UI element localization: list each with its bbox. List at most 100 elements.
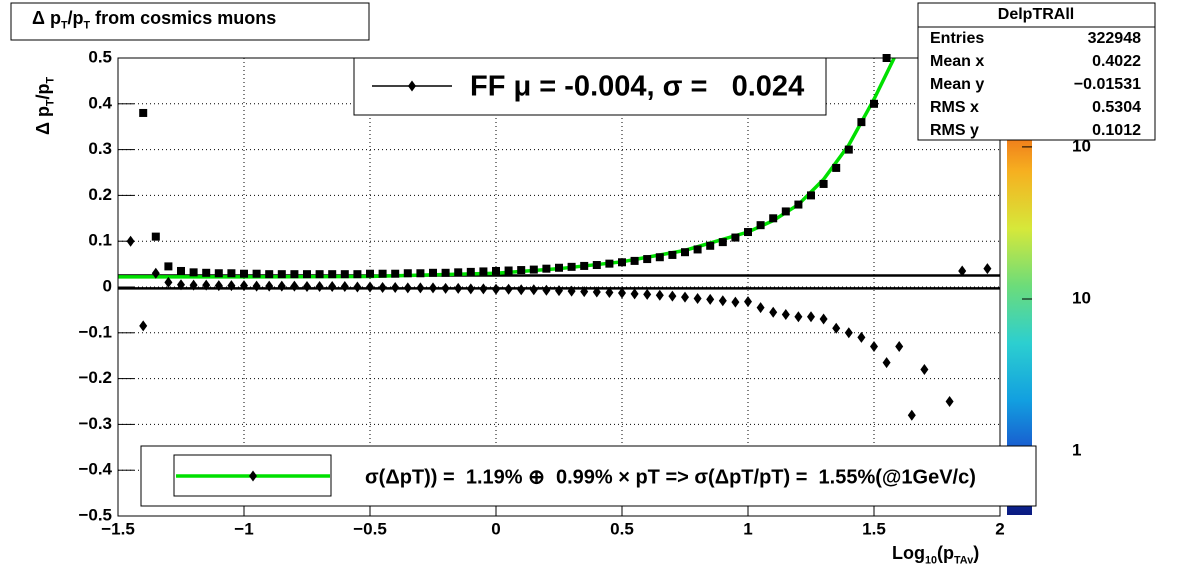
diamond-marker bbox=[618, 287, 626, 299]
square-marker bbox=[202, 268, 211, 277]
diamond-marker bbox=[744, 296, 752, 308]
square-marker bbox=[744, 228, 752, 237]
diamond-marker bbox=[529, 284, 538, 296]
legend-label: σ(ΔpT)) = 1.19% ⊕ 0.99% × pT => σ(ΔpT/pT… bbox=[365, 466, 976, 488]
diamond-marker bbox=[416, 282, 425, 294]
y-tick-label: −0.1 bbox=[78, 322, 112, 341]
square-marker bbox=[555, 263, 563, 272]
diamond-marker bbox=[895, 341, 904, 353]
chart-title: Δ pT/pT from cosmics muons bbox=[32, 8, 276, 31]
x-axis-label-part: 10 bbox=[925, 554, 937, 566]
diamond-marker bbox=[391, 281, 400, 293]
square-marker bbox=[517, 266, 526, 275]
square-marker bbox=[807, 191, 815, 200]
chart-title-part: Δ p bbox=[32, 8, 61, 28]
diamond-marker bbox=[756, 302, 765, 314]
x-axis-label-part: Log bbox=[892, 543, 925, 563]
y-axis-label-part: Δ p bbox=[33, 106, 53, 135]
diamond-marker bbox=[882, 357, 891, 369]
diamond-marker bbox=[303, 281, 311, 293]
diamond-marker bbox=[655, 289, 664, 301]
diamond-marker bbox=[958, 265, 967, 277]
diamond-marker bbox=[189, 279, 198, 291]
diamond-marker bbox=[630, 288, 639, 300]
diamond-marker bbox=[139, 320, 148, 332]
diamond-marker bbox=[945, 396, 954, 407]
square-marker bbox=[630, 256, 639, 265]
y-axis-label-part: /p bbox=[33, 83, 53, 99]
plot: −1.5 −1 −0.5 0 0.5 1 1.5 2 −0.5 −0.4 −0.3 −0.2 −0.1 0… bbox=[10, 2, 1156, 566]
diamond-marker bbox=[240, 280, 248, 292]
x-tick-label: 1 bbox=[743, 519, 752, 538]
stats-box bbox=[917, 2, 1156, 141]
square-marker bbox=[492, 266, 500, 275]
diamond-marker bbox=[408, 80, 416, 92]
diamond-marker bbox=[769, 306, 778, 318]
square-marker bbox=[731, 233, 740, 242]
diamond-marker bbox=[315, 281, 324, 293]
square-marker bbox=[479, 267, 488, 276]
diamond-marker bbox=[517, 284, 526, 296]
square-marker bbox=[668, 250, 677, 259]
chart-title-part: /p bbox=[68, 8, 84, 28]
legend-label: FF μ = -0.004, σ = 0.024 bbox=[470, 71, 804, 103]
y-tick-label: −0.2 bbox=[78, 368, 112, 387]
square-marker bbox=[592, 261, 601, 270]
square-marker bbox=[781, 207, 790, 216]
square-marker bbox=[466, 267, 475, 276]
chart-title-part: from cosmics muons bbox=[90, 8, 276, 28]
square-marker bbox=[567, 262, 576, 271]
diamond-marker bbox=[504, 283, 513, 295]
square-marker bbox=[529, 265, 538, 274]
diamond-marker bbox=[265, 280, 274, 292]
square-marker bbox=[265, 270, 274, 279]
square-marker bbox=[819, 179, 828, 188]
stats-name: Mean x bbox=[930, 53, 984, 70]
square-marker bbox=[366, 269, 374, 278]
diamond-marker bbox=[567, 285, 576, 297]
diamond-marker bbox=[164, 276, 173, 288]
diamond-marker bbox=[202, 279, 211, 291]
y-tick-label: −0.5 bbox=[78, 505, 112, 524]
z-tick-label: 10 bbox=[1072, 136, 1091, 155]
square-marker bbox=[605, 259, 614, 268]
stats-name: Mean y bbox=[930, 76, 984, 93]
square-marker bbox=[353, 270, 362, 279]
diamond-marker bbox=[441, 282, 450, 294]
diamond-marker bbox=[353, 281, 362, 293]
diamond-marker bbox=[492, 283, 500, 295]
diamond-marker bbox=[466, 283, 475, 295]
square-marker bbox=[391, 269, 400, 278]
z-tick-label: 10 bbox=[1072, 288, 1091, 307]
x-tick-label: 0.5 bbox=[610, 519, 634, 538]
square-marker bbox=[580, 261, 589, 270]
square-marker bbox=[794, 200, 803, 209]
square-marker bbox=[303, 270, 311, 279]
fit-curve bbox=[118, 58, 896, 279]
square-marker bbox=[252, 269, 261, 278]
diamond-marker bbox=[907, 409, 916, 421]
diamond-marker bbox=[340, 281, 349, 293]
diamond-marker bbox=[214, 280, 223, 292]
stats-value: 0.5304 bbox=[1092, 99, 1141, 116]
diamond-marker bbox=[366, 281, 374, 293]
diamond-marker bbox=[794, 311, 803, 323]
square-marker bbox=[177, 266, 185, 275]
y-tick-label: 0.2 bbox=[88, 185, 112, 204]
square-marker bbox=[214, 269, 223, 278]
square-marker bbox=[277, 270, 286, 279]
square-marker bbox=[139, 108, 148, 117]
diamond-marker bbox=[681, 291, 689, 303]
diamond-marker bbox=[580, 286, 589, 298]
x-tick-label: −1 bbox=[234, 519, 253, 538]
stats-value: 0.4022 bbox=[1092, 53, 1141, 70]
x-tick-label: 1.5 bbox=[862, 519, 886, 538]
diamond-marker bbox=[177, 279, 185, 291]
square-marker bbox=[643, 255, 652, 264]
diamond-marker bbox=[252, 280, 261, 292]
square-marker bbox=[290, 270, 299, 279]
square-marker bbox=[328, 270, 337, 279]
diamond-marker bbox=[249, 470, 257, 482]
square-marker bbox=[693, 245, 702, 254]
diamond-marker bbox=[643, 288, 652, 300]
